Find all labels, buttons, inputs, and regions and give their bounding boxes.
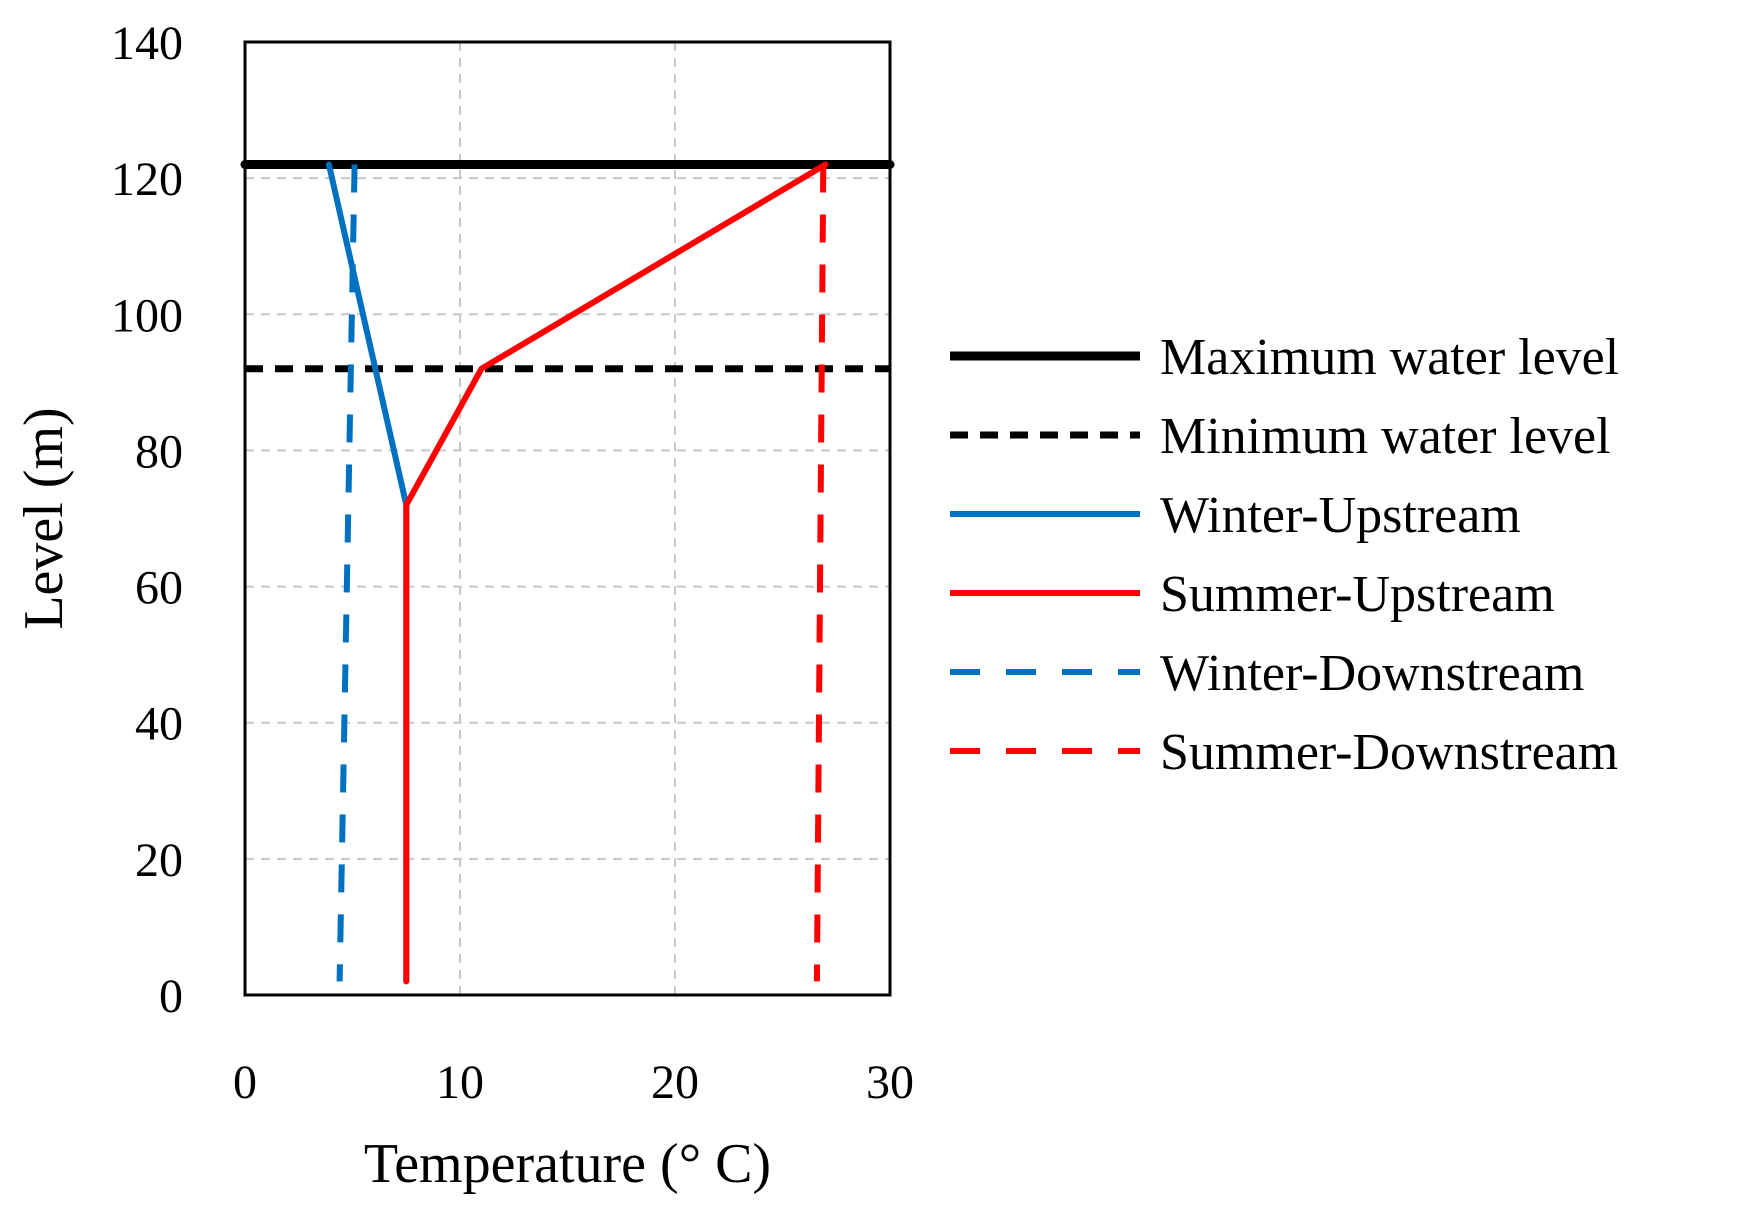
series-line-summer-upstream <box>403 161 829 985</box>
x-tick-label-20: 20 <box>651 1056 699 1109</box>
series-line-summer-downstream <box>813 164 827 982</box>
y-tick-label-20: 20 <box>135 834 183 887</box>
series-layer <box>240 160 895 985</box>
y-tick-label-0: 0 <box>159 970 183 1023</box>
legend-label-summer-downstream: Summer-Downstream <box>1160 724 1618 781</box>
x-tick-label-0: 0 <box>233 1056 257 1109</box>
y-tick-label-120: 120 <box>111 153 183 206</box>
x-tick-label-30: 30 <box>866 1056 914 1109</box>
legend-label-minimum-water-level: Minimum water level <box>1160 408 1611 465</box>
legend-label-maximum-water-level: Maximum water level <box>1160 329 1619 386</box>
plot-frame <box>243 40 892 997</box>
y-tick-label-60: 60 <box>135 562 183 615</box>
axes-layer <box>243 40 892 997</box>
series-line-winter-downstream <box>336 164 358 982</box>
tick-layer: 0 10 20 30 0 20 40 60 80 100 120 140 <box>111 17 914 1109</box>
x-tick-label-10: 10 <box>436 1056 484 1109</box>
legend: Maximum water level Minimum water level Wi… <box>950 329 1619 781</box>
y-axis-title: Level (m) <box>13 407 75 629</box>
y-tick-label-100: 100 <box>111 289 183 342</box>
legend-label-winter-downstream: Winter-Downstream <box>1160 645 1584 702</box>
y-tick-label-40: 40 <box>135 698 183 751</box>
y-tick-label-80: 80 <box>135 425 183 478</box>
legend-label-summer-upstream: Summer-Upstream <box>1160 566 1555 623</box>
legend-label-winter-upstream: Winter-Upstream <box>1160 487 1521 544</box>
y-tick-label-140: 140 <box>111 17 183 70</box>
x-axis-title: Temperature (° C) <box>364 1133 771 1195</box>
